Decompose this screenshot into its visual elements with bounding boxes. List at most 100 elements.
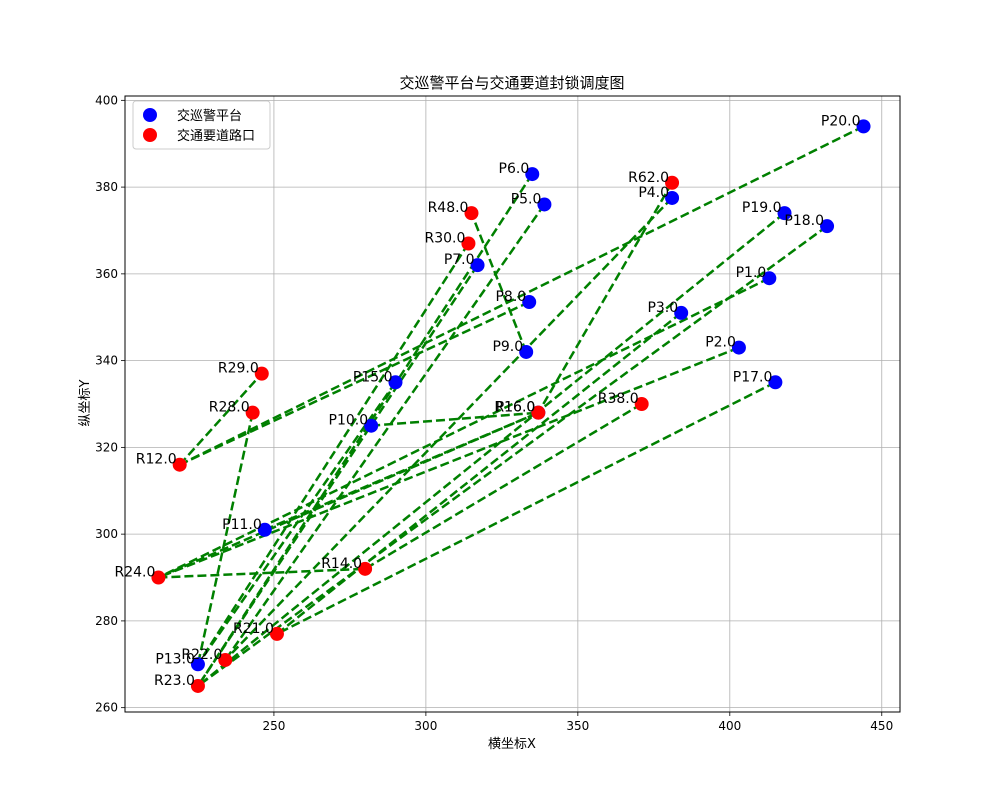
platform-label: P9.0: [492, 339, 523, 355]
road-label: R28.0: [209, 400, 250, 416]
platform-point: [519, 344, 534, 359]
assignment-links: [157, 125, 865, 687]
assignment-link: [364, 402, 643, 570]
road-label: R30.0: [425, 230, 466, 246]
assignment-link: [197, 212, 786, 687]
legend-marker: [143, 128, 157, 142]
x-tick-label: 350: [566, 719, 589, 733]
y-axis-label: 纵坐标Y: [78, 379, 93, 426]
road-label: R22.0: [181, 647, 222, 663]
assignment-link: [196, 412, 254, 665]
assignment-link: [178, 372, 263, 466]
road-label: R21.0: [233, 621, 274, 637]
platform-label: P2.0: [705, 335, 736, 351]
platform-point: [762, 271, 777, 286]
road-point: [172, 457, 187, 472]
platform-label: P11.0: [222, 517, 262, 533]
road-label: R23.0: [154, 673, 195, 689]
x-tick-label: 300: [414, 719, 437, 733]
legend-marker: [143, 108, 157, 122]
platform-point: [537, 197, 552, 212]
road-label: R29.0: [218, 361, 259, 377]
road-label: R24.0: [115, 565, 156, 581]
platform-label: P5.0: [511, 191, 542, 207]
road-point: [190, 678, 205, 693]
legend-box: [132, 100, 271, 150]
platform-point: [665, 190, 680, 205]
point-labels: P1.0 P2.0 P3.0 P4.0 P5.0 P6.0 P7.0 P8.0 P9.0 P10.…: [115, 113, 861, 689]
x-tick-label: 250: [262, 719, 285, 733]
platform-label: P8.0: [495, 289, 526, 305]
platform-label: P15.0: [353, 369, 393, 385]
platform-point: [190, 657, 205, 672]
road-point: [531, 405, 546, 420]
platform-label: P17.0: [733, 369, 773, 385]
road-point: [461, 236, 476, 251]
platform-point: [388, 375, 403, 390]
assignment-link: [157, 346, 740, 579]
road-point: [665, 175, 680, 190]
assignment-link: [196, 264, 479, 687]
platform-label: P19.0: [742, 200, 782, 216]
y-tick-label: 360: [95, 267, 118, 281]
road-point: [358, 561, 373, 576]
platform-point: [525, 167, 540, 182]
y-tick-label: 380: [95, 180, 118, 194]
assignment-link: [157, 411, 539, 579]
assignment-link: [371, 411, 539, 427]
platform-point: [777, 206, 792, 221]
data-points: [151, 119, 871, 693]
axis-ticks: 250 300 350 400 450 260 280 300 320 340 360 380 400: [95, 93, 893, 733]
assignment-link: [224, 197, 673, 661]
platform-label: P10.0: [329, 413, 369, 429]
platform-label: P1.0: [736, 265, 767, 281]
x-tick-label: 450: [870, 719, 893, 733]
platform-label: P4.0: [638, 185, 669, 201]
platform-point: [768, 375, 783, 390]
road-label: R16.0: [494, 400, 535, 416]
platform-point: [731, 340, 746, 355]
assignment-link: [224, 203, 546, 661]
platform-point: [820, 219, 835, 234]
grid-lines: [125, 96, 900, 712]
y-tick-label: 320: [95, 440, 118, 454]
platform-point: [856, 119, 871, 134]
legend-entry: 交通要道路口: [177, 128, 255, 144]
road-label: R14.0: [321, 556, 362, 572]
platform-label: P6.0: [499, 161, 530, 177]
road-label: R48.0: [428, 200, 469, 216]
road-point: [151, 570, 166, 585]
assignment-link: [196, 242, 470, 665]
x-axis-label: 横坐标X: [488, 737, 536, 752]
platform-point: [674, 305, 689, 320]
y-tick-label: 300: [95, 527, 118, 541]
road-point: [218, 652, 233, 667]
y-tick-label: 400: [95, 93, 118, 107]
assignment-link: [158, 567, 366, 579]
assignment-link: [537, 182, 674, 414]
platform-label: P13.0: [155, 651, 195, 667]
road-label: R62.0: [628, 170, 669, 186]
platform-label: P7.0: [444, 252, 475, 268]
x-tick-label: 400: [718, 719, 741, 733]
platform-label: P16.0: [496, 400, 536, 416]
road-label: R38.0: [598, 391, 639, 407]
platform-point: [522, 295, 537, 310]
platform-point: [257, 522, 272, 537]
road-point: [464, 206, 479, 221]
platform-label: P3.0: [647, 300, 678, 316]
y-tick-label: 280: [95, 614, 118, 628]
chart-title: 交巡警平台与交通要道封锁调度图: [399, 74, 624, 92]
road-point: [245, 405, 260, 420]
platform-label: P20.0: [821, 113, 861, 129]
y-tick-label: 260: [95, 701, 118, 715]
platform-point: [470, 258, 485, 273]
road-point: [269, 626, 284, 641]
legend-entry: 交巡警平台: [177, 108, 242, 124]
assignment-link: [470, 212, 528, 353]
assignment-link: [276, 381, 776, 636]
assignment-link: [196, 381, 397, 665]
road-label: R12.0: [136, 452, 177, 468]
